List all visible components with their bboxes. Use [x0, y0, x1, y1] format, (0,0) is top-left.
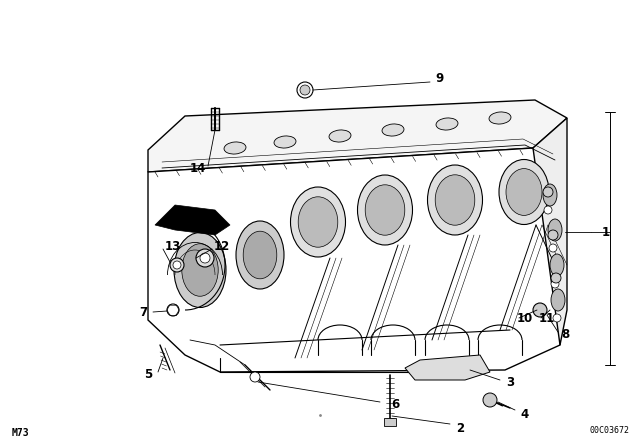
Ellipse shape: [489, 112, 511, 124]
Text: 11: 11: [539, 311, 555, 324]
Ellipse shape: [499, 159, 549, 224]
Ellipse shape: [436, 118, 458, 130]
Text: 00C03672: 00C03672: [590, 426, 630, 435]
Ellipse shape: [358, 175, 413, 245]
Ellipse shape: [298, 197, 338, 247]
Text: 7: 7: [139, 306, 147, 319]
Ellipse shape: [329, 130, 351, 142]
Circle shape: [544, 206, 552, 214]
Ellipse shape: [174, 233, 226, 307]
Text: 14: 14: [190, 161, 206, 175]
Ellipse shape: [550, 254, 564, 276]
Circle shape: [543, 187, 553, 197]
Text: 9: 9: [436, 72, 444, 85]
Circle shape: [483, 393, 497, 407]
Polygon shape: [405, 355, 490, 380]
Text: 6: 6: [391, 399, 399, 412]
Ellipse shape: [243, 231, 277, 279]
Polygon shape: [533, 118, 567, 345]
Polygon shape: [384, 418, 396, 426]
Circle shape: [196, 249, 214, 267]
Text: 2: 2: [456, 422, 464, 435]
Ellipse shape: [428, 165, 483, 235]
Circle shape: [551, 273, 561, 283]
Ellipse shape: [182, 244, 218, 296]
Text: 3: 3: [506, 376, 514, 389]
Circle shape: [533, 303, 547, 317]
Ellipse shape: [382, 124, 404, 136]
Ellipse shape: [543, 184, 557, 206]
Ellipse shape: [274, 136, 296, 148]
Circle shape: [170, 258, 184, 272]
Text: 5: 5: [144, 369, 152, 382]
Polygon shape: [148, 100, 567, 172]
Ellipse shape: [506, 168, 542, 215]
Circle shape: [297, 82, 313, 98]
Circle shape: [549, 244, 557, 252]
Circle shape: [553, 314, 561, 322]
Ellipse shape: [224, 142, 246, 154]
Ellipse shape: [548, 219, 562, 241]
Polygon shape: [155, 205, 230, 235]
Text: 13: 13: [165, 241, 181, 254]
Circle shape: [200, 253, 210, 263]
Ellipse shape: [435, 175, 475, 225]
Ellipse shape: [551, 289, 565, 311]
Ellipse shape: [365, 185, 405, 235]
Circle shape: [167, 304, 179, 316]
Ellipse shape: [236, 221, 284, 289]
Polygon shape: [148, 148, 560, 372]
Circle shape: [300, 85, 310, 95]
Text: 10: 10: [517, 311, 533, 324]
Text: 12: 12: [214, 241, 230, 254]
Circle shape: [173, 261, 181, 269]
Text: 1: 1: [602, 225, 610, 238]
Circle shape: [548, 230, 558, 240]
Ellipse shape: [291, 187, 346, 257]
Text: 4: 4: [521, 408, 529, 421]
Text: 8: 8: [561, 328, 569, 341]
Circle shape: [250, 372, 260, 382]
Text: M73: M73: [12, 428, 29, 438]
Circle shape: [551, 280, 559, 288]
